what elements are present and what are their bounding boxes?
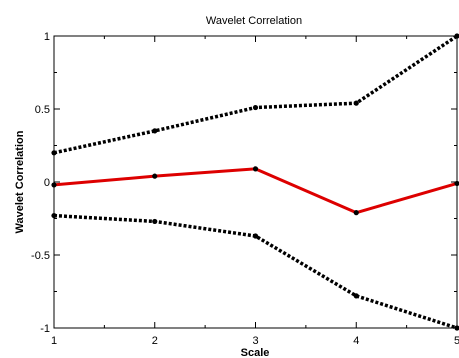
data-point bbox=[454, 33, 459, 39]
data-point bbox=[152, 218, 158, 225]
x-axis-label: Scale bbox=[241, 347, 270, 358]
data-point bbox=[353, 100, 359, 106]
x-tick-label: 3 bbox=[252, 335, 258, 347]
x-tick-label: 1 bbox=[51, 335, 57, 347]
x-tick-label: 5 bbox=[454, 335, 459, 347]
series-0 bbox=[51, 33, 459, 156]
x-tick-label: 4 bbox=[353, 335, 359, 347]
plot-area bbox=[53, 35, 458, 329]
series-2 bbox=[51, 212, 459, 331]
y-tick-label: -1 bbox=[40, 323, 50, 335]
x-tick-label: 2 bbox=[152, 335, 158, 347]
y-tick-label: 1 bbox=[44, 31, 50, 43]
data-point bbox=[51, 150, 57, 156]
data-point bbox=[152, 128, 158, 134]
data-point bbox=[454, 180, 459, 187]
tick-labels: 1 2 3 4 5 -1 -0.5 0 0.5 1 bbox=[31, 31, 459, 347]
chart-title: Wavelet Correlation bbox=[206, 15, 302, 27]
axis-ticks bbox=[53, 35, 458, 329]
data-point bbox=[51, 182, 57, 188]
data-point bbox=[454, 325, 459, 331]
data-point bbox=[152, 173, 158, 179]
y-tick-label: 0.5 bbox=[35, 104, 50, 116]
series-1 bbox=[51, 166, 459, 216]
y-axis-label: Wavelet Correlation bbox=[14, 130, 26, 233]
data-point bbox=[252, 166, 259, 172]
data-point bbox=[353, 210, 359, 216]
data-point bbox=[51, 212, 57, 219]
y-tick-label: -0.5 bbox=[31, 250, 50, 262]
y-tick-label: 0 bbox=[44, 177, 50, 189]
data-point bbox=[353, 293, 359, 299]
data-point bbox=[252, 104, 259, 111]
series-layer bbox=[51, 33, 459, 331]
data-point bbox=[252, 233, 259, 239]
